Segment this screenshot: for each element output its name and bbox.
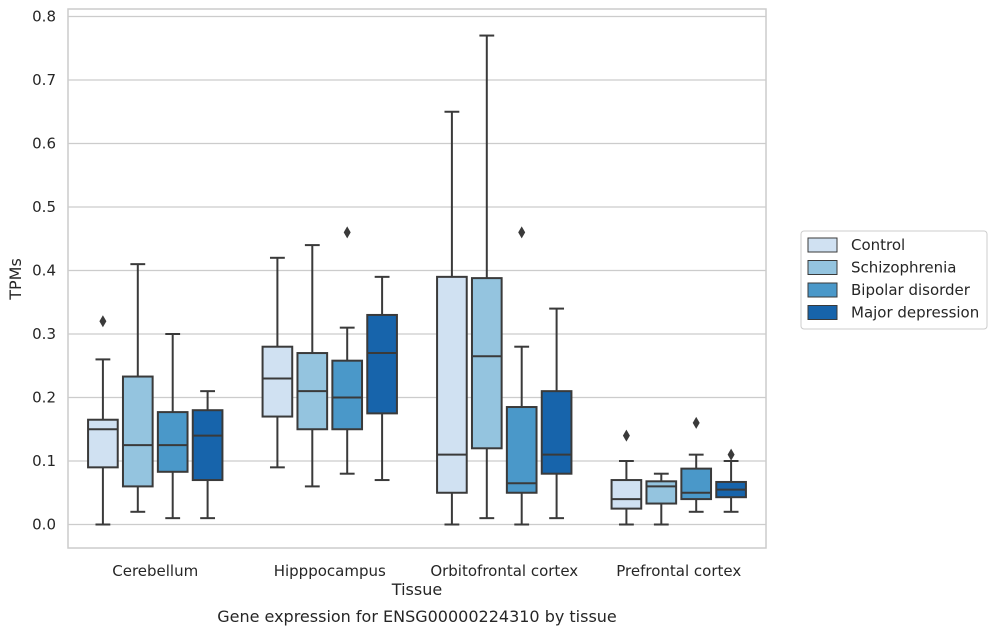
box (715, 448, 747, 513)
box-iqr (191, 409, 224, 482)
y-tick-label: 0.0 (32, 516, 56, 534)
legend-swatch (807, 305, 838, 320)
y-tick-label: 0.2 (32, 389, 56, 407)
box-iqr (436, 275, 468, 494)
box-iqr (470, 277, 503, 450)
outlier-point (727, 448, 735, 461)
x-axis-label: Tissue (391, 580, 442, 599)
x-axis-ticks: Cerebellum Hipppocampus Orbitofrontal cort… (112, 562, 741, 580)
y-axis-label: TPMs (6, 258, 25, 301)
x-tick-label: Orbitofrontal cortex (430, 562, 578, 580)
x-tick-label: Hipppocampus (274, 562, 386, 580)
box (121, 263, 154, 513)
y-axis-ticks: 0.0 0.1 0.2 0.3 0.4 0.5 0.6 0.7 0.8 (32, 8, 56, 534)
legend-label: Bipolar disorder (851, 281, 971, 299)
legend-swatch (807, 282, 838, 298)
box (366, 275, 398, 482)
legend-frame (800, 230, 988, 330)
box (191, 390, 224, 520)
box-iqr (645, 480, 678, 505)
legend-label: Major depression (851, 304, 979, 322)
legend-label: Control (851, 236, 905, 254)
outlier-point (99, 315, 107, 328)
box (87, 315, 119, 526)
outlier-point (622, 429, 630, 442)
y-tick-label: 0.4 (32, 262, 56, 280)
box-iqr (261, 345, 294, 418)
box (505, 226, 538, 526)
box (156, 333, 189, 520)
box (436, 110, 468, 526)
legend-swatch (807, 260, 838, 275)
box (261, 256, 294, 469)
chart-caption: Gene expression for ENSG00000224310 by t… (217, 607, 617, 626)
box-iqr (540, 390, 573, 475)
outlier-point (692, 416, 700, 429)
box (645, 472, 678, 526)
box (470, 34, 503, 520)
outlier-point (343, 226, 351, 239)
y-tick-label: 0.7 (32, 71, 56, 89)
box-iqr (505, 406, 538, 494)
box (610, 429, 643, 526)
box-iqr (156, 411, 189, 473)
y-tick-label: 0.8 (32, 8, 56, 26)
legend-swatch (807, 237, 838, 253)
box (540, 307, 573, 520)
box (296, 244, 329, 488)
legend-label: Schizophrenia (851, 259, 956, 277)
box (331, 226, 364, 475)
box-iqr (87, 418, 119, 469)
y-tick-label: 0.5 (32, 198, 56, 216)
box-iqr (331, 359, 364, 431)
x-tick-label: Prefrontal cortex (616, 562, 741, 580)
x-tick-label: Cerebellum (112, 562, 198, 580)
plot-frame (67, 8, 767, 549)
box-iqr (121, 375, 154, 488)
box-iqr (610, 479, 643, 510)
box (680, 416, 713, 513)
y-tick-label: 0.1 (32, 452, 56, 470)
outlier-point (518, 226, 526, 239)
y-tick-label: 0.3 (32, 325, 56, 343)
y-tick-label: 0.6 (32, 135, 56, 153)
box-iqr (366, 313, 398, 415)
legend: Control Schizophrenia Bipolar disorder Majo… (800, 230, 988, 330)
box-iqr (680, 467, 713, 501)
box-plot-series (87, 34, 747, 526)
